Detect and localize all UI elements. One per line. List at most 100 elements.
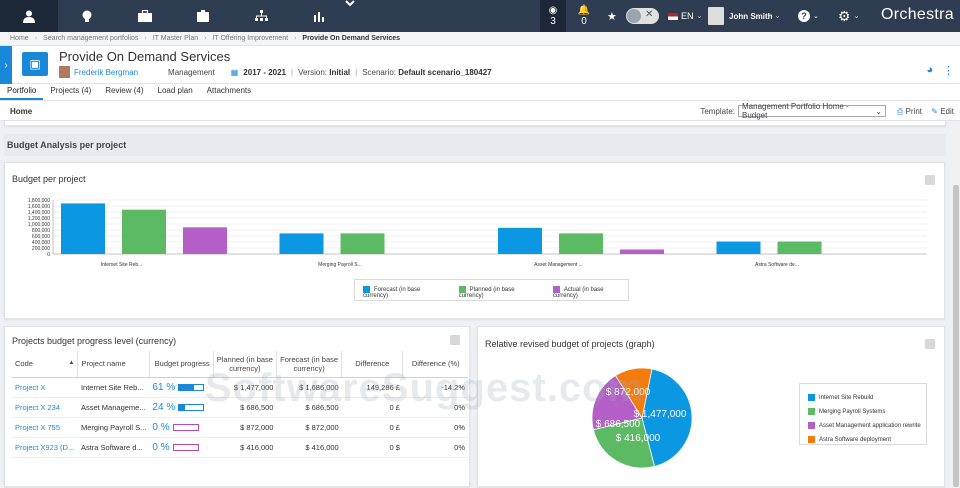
- breadcrumb: Home › Search management portfolios › IT M…: [0, 32, 960, 46]
- bar: [777, 241, 822, 254]
- briefcase-icon[interactable]: [116, 0, 174, 32]
- legend-item: Planned (in base currency): [458, 286, 515, 300]
- language-selector[interactable]: EN ⌄: [668, 0, 702, 32]
- feed-count: 3: [550, 16, 556, 27]
- calendar-icon: ▦: [230, 67, 239, 77]
- pie-slice[interactable]: [592, 417, 655, 469]
- pie-slice[interactable]: [591, 375, 643, 431]
- template-selector: Template: Management Portfolio Home - Bu…: [700, 102, 886, 120]
- column-header-budget-progress[interactable]: Budget progress: [149, 351, 214, 378]
- notification-count: 0: [581, 16, 587, 27]
- sidebar-toggle-button[interactable]: ›: [0, 46, 12, 84]
- bell-icon: 🔔: [577, 5, 591, 16]
- export-icon[interactable]: [450, 335, 460, 345]
- bar: [620, 249, 664, 254]
- scenario-label: Scenario:: [362, 67, 396, 77]
- template-select[interactable]: Management Portfolio Home - Budget ⌄: [738, 102, 886, 120]
- bar-chart-icon[interactable]: [290, 0, 348, 32]
- tab-attachments[interactable]: Attachments: [206, 86, 252, 95]
- project-code-link[interactable]: Project X 234: [12, 397, 78, 418]
- hierarchy-icon[interactable]: [232, 0, 290, 32]
- y-tick-label: 200,000: [32, 246, 50, 252]
- column-header-project-name[interactable]: Project name: [77, 351, 150, 378]
- version-label: Version:: [298, 67, 327, 77]
- breadcrumb-item[interactable]: IT Master Plan: [152, 35, 199, 42]
- y-tick-label: 1,400,000: [28, 210, 50, 216]
- column-header-code[interactable]: Code ▲: [12, 351, 79, 378]
- edit-button[interactable]: ✎ Edit: [931, 107, 954, 116]
- project-code-link[interactable]: Project X923 (D...: [12, 437, 78, 458]
- export-icon[interactable]: [925, 175, 935, 185]
- user-name: John Smith: [729, 11, 773, 21]
- pie-slice-label: $ 872,000: [606, 387, 651, 398]
- pie-slice-label: $ 416,000: [616, 433, 661, 444]
- breadcrumb-item[interactable]: Home: [10, 35, 29, 42]
- difference-value: 0 £: [341, 397, 403, 418]
- tab-portfolio[interactable]: Portfolio: [0, 84, 44, 100]
- help-icon[interactable]: ? ⌄: [798, 0, 819, 32]
- toolbar: Home Template: Management Portfolio Home…: [0, 101, 960, 121]
- project-name: Astra Software d...: [77, 437, 150, 458]
- difference-value: 0 $: [341, 437, 403, 458]
- budget-progress-panel: Projects budget progress level (currency…: [4, 326, 470, 487]
- budget-bar-chart: 1,800,0001,600,0001,400,0001,200,0001,00…: [28, 198, 927, 268]
- flag-icon: [668, 12, 678, 20]
- table-row[interactable]: Project X 755 Merging Payroll S... 0 % $ 87…: [12, 417, 468, 438]
- y-tick-label: 1,200,000: [28, 216, 50, 222]
- portfolio-icon[interactable]: [174, 0, 232, 32]
- table-row[interactable]: Project X923 (D... Astra Software d... 0 %…: [12, 437, 468, 458]
- difference-pct-value: 0%: [402, 437, 468, 458]
- relative-budget-panel: Relative revised budget of projects (gra…: [477, 326, 945, 487]
- panel-title: Budget per project: [12, 174, 86, 184]
- project-code-link[interactable]: Project X 755: [12, 417, 78, 438]
- breadcrumb-item[interactable]: Search management portfolios: [43, 35, 139, 42]
- table-row[interactable]: Project X Internet Site Reb... 61 % $ 1,477…: [12, 377, 468, 398]
- star-icon[interactable]: ★: [607, 10, 617, 23]
- column-header-planned[interactable]: Planned (in base currency): [213, 351, 277, 378]
- user-menu[interactable]: John Smith ⌄: [708, 0, 780, 32]
- print-button[interactable]: ⎙ Print: [897, 107, 922, 117]
- budget-per-project-panel: Budget per project 1,800,000 1,600,000 1,4…: [4, 162, 945, 319]
- feed-button[interactable]: ◉ 3: [540, 0, 566, 32]
- budget-progress-table: Code ▲ Project name Budget progress Plann…: [12, 351, 468, 458]
- notifications-button[interactable]: 🔔 0: [570, 0, 598, 32]
- more-options-icon[interactable]: ⋮: [943, 65, 954, 77]
- tab-review[interactable]: Review (4): [105, 86, 144, 95]
- pie-slice[interactable]: [615, 367, 653, 420]
- avatar: [708, 7, 724, 25]
- breadcrumb-item[interactable]: IT Offering Improvement: [212, 35, 289, 42]
- pie-slice-label: $ 1,477,000: [634, 409, 687, 420]
- pie-chart-legend: Internet Site Rebuild Merging Payroll Sy…: [799, 383, 927, 445]
- project-code-link[interactable]: Project X: [12, 377, 78, 398]
- user-icon[interactable]: [0, 0, 58, 32]
- owner-link[interactable]: Frederik Bergman: [74, 67, 139, 77]
- pie-slice[interactable]: [641, 368, 693, 467]
- column-header-difference-pct[interactable]: Difference (%): [402, 351, 468, 378]
- tab-projects[interactable]: Projects (4): [50, 86, 92, 95]
- section-title: Budget Analysis per project: [4, 134, 946, 156]
- column-header-difference[interactable]: Difference: [341, 351, 404, 378]
- pie-chart-icon[interactable]: ◕: [926, 64, 933, 76]
- project-name: Asset Manageme...: [77, 397, 150, 418]
- toggle-switch[interactable]: ✕: [626, 0, 659, 32]
- x-tick-label: Merging Payroll S...: [318, 262, 362, 268]
- service-icon: ▣: [22, 52, 48, 76]
- gear-icon[interactable]: ⚙ ⌄: [838, 7, 860, 24]
- chevron-down-icon: ⌄: [875, 106, 882, 116]
- scrollbar-thumb[interactable]: [953, 185, 959, 487]
- difference-pct-value: 0%: [402, 397, 468, 418]
- difference-pct-value: 0%: [402, 417, 468, 438]
- type-label: Management: [168, 67, 215, 77]
- lightbulb-icon[interactable]: [58, 0, 116, 32]
- panel-title: Projects budget progress level (currency…: [12, 336, 177, 346]
- planned-value: $ 416,000: [213, 437, 277, 458]
- bar: [498, 227, 542, 254]
- y-tick-label: 1,800,000: [28, 198, 50, 204]
- export-icon[interactable]: [925, 339, 935, 349]
- table-row[interactable]: Project X 234 Asset Manageme... 24 % $ 686,…: [12, 397, 468, 418]
- planned-value: $ 872,000: [213, 417, 277, 438]
- tab-load-plan[interactable]: Load plan: [157, 86, 193, 95]
- difference-pct-value: -14.2%: [402, 377, 468, 398]
- chevron-down-icon[interactable]: [330, 0, 370, 32]
- column-header-forecast[interactable]: Forecast (in base currency): [276, 351, 343, 378]
